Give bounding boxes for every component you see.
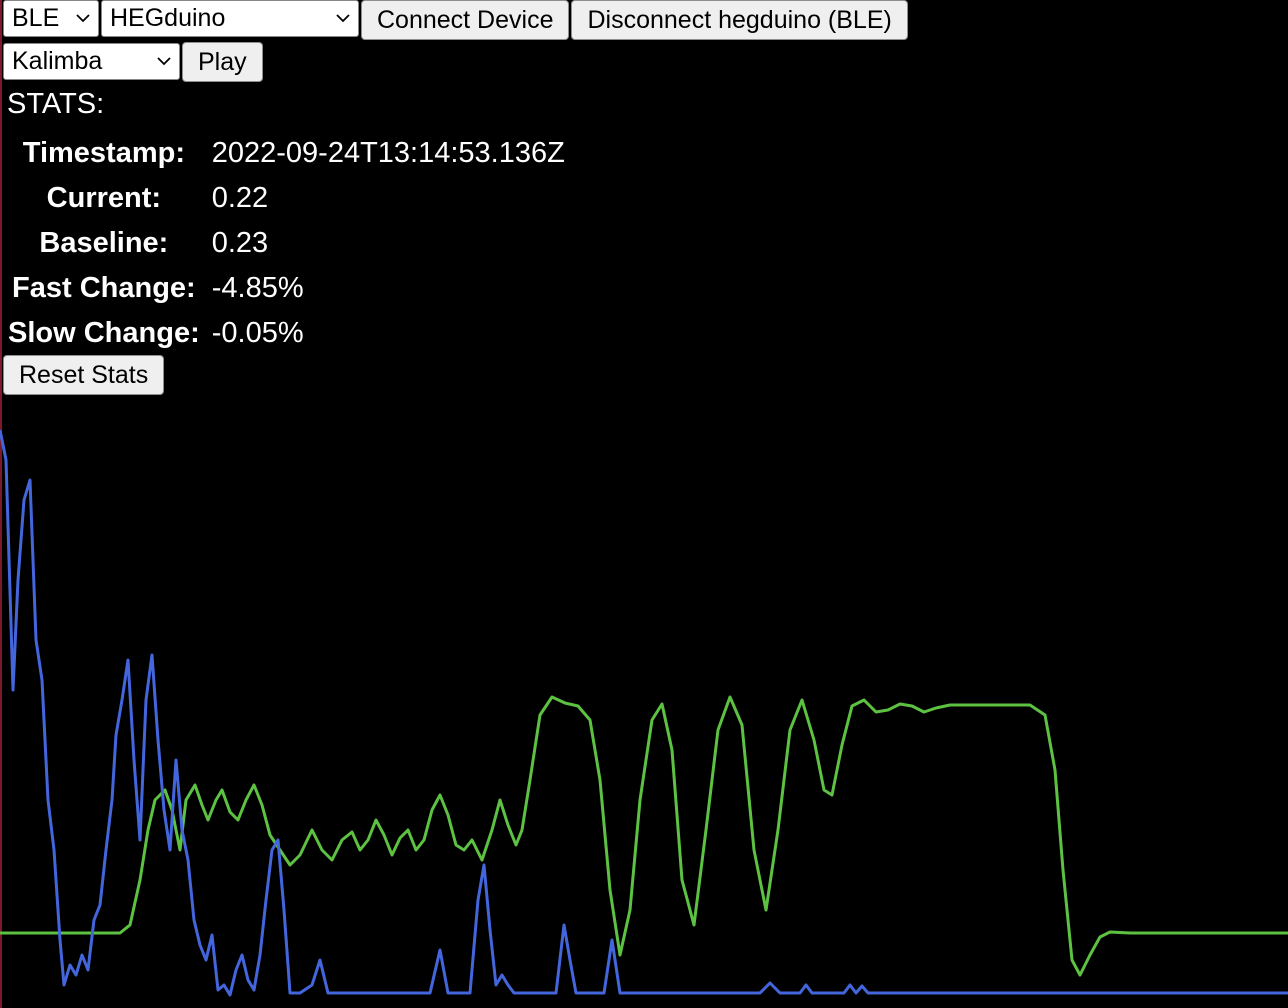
- chevron-down-icon: [157, 57, 171, 66]
- sound-select[interactable]: Kalimba: [3, 43, 180, 80]
- stats-label: Fast Change:: [12, 272, 196, 304]
- protocol-select[interactable]: BLE: [3, 0, 99, 37]
- device-select[interactable]: HEGduino: [101, 0, 359, 37]
- stats-label: Baseline:: [39, 227, 169, 259]
- sound-select-value: Kalimba: [12, 47, 103, 75]
- stats-row-baseline: Baseline: 0.23: [8, 225, 565, 262]
- stats-value: 2022-09-24T13:14:53.136Z: [211, 137, 565, 169]
- stats-label: Current:: [46, 182, 162, 214]
- stats-label: Timestamp:: [22, 137, 185, 169]
- connect-device-button[interactable]: Connect Device: [361, 0, 570, 40]
- device-toolbar: BLE HEGduino Connect Device Disconnect h…: [3, 0, 908, 40]
- stats-row-slow-change: Slow Change: -0.05%: [8, 315, 565, 352]
- green-signal-line: [0, 695, 1288, 977]
- chevron-down-icon: [336, 14, 350, 23]
- device-select-value: HEGduino: [110, 4, 226, 32]
- blue-signal-line: [0, 429, 1288, 997]
- protocol-select-value: BLE: [12, 4, 60, 32]
- stats-value: -4.85%: [211, 272, 304, 304]
- chevron-down-icon: [76, 14, 90, 23]
- stats-title: STATS:: [7, 88, 105, 120]
- stats-label: Slow Change:: [8, 317, 200, 349]
- stats-row-fast-change: Fast Change: -4.85%: [8, 270, 565, 307]
- reset-stats-button[interactable]: Reset Stats: [3, 355, 165, 395]
- window-edge: [0, 0, 2, 1008]
- play-button[interactable]: Play: [182, 42, 263, 82]
- stats-value: -0.05%: [211, 317, 304, 349]
- stats-value: 0.22: [211, 182, 269, 214]
- stats-row-current: Current: 0.22: [8, 180, 565, 217]
- stats-value: 0.23: [211, 227, 269, 259]
- stats-table: Timestamp: 2022-09-24T13:14:53.136Z Curr…: [4, 127, 569, 360]
- stats-row-timestamp: Timestamp: 2022-09-24T13:14:53.136Z: [8, 135, 565, 172]
- audio-toolbar: Kalimba Play: [3, 42, 263, 82]
- disconnect-device-button[interactable]: Disconnect hegduino (BLE): [571, 0, 908, 40]
- signal-chart: [0, 429, 1288, 997]
